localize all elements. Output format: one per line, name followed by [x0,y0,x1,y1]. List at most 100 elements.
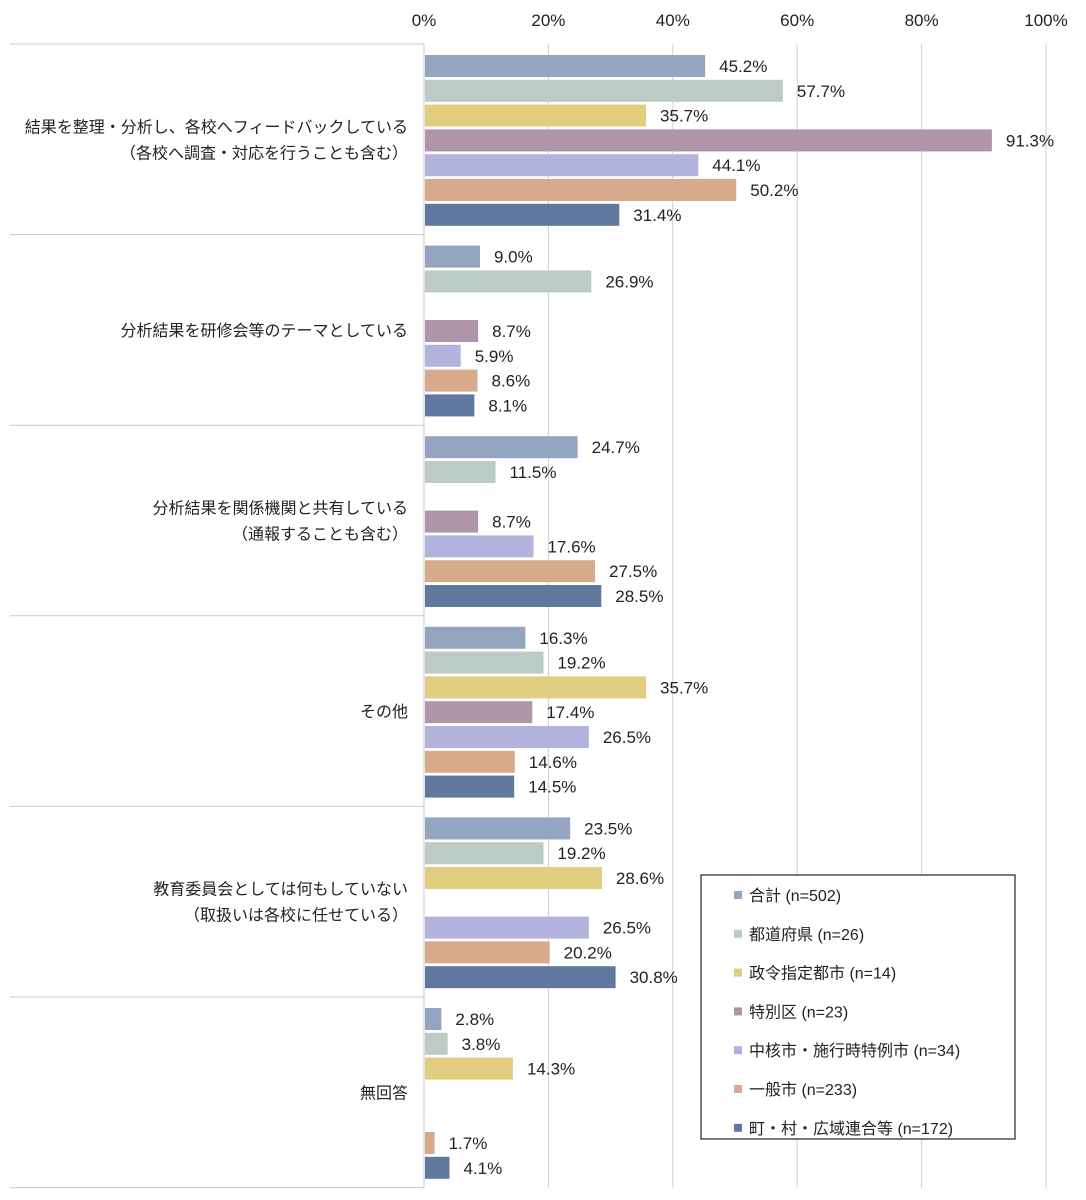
category-label: その他 [360,703,408,721]
data-label: 4.1% [464,1159,503,1178]
data-label: 17.6% [547,537,595,556]
legend-label: 一般市 (n=233) [749,1081,857,1099]
data-label: 26.5% [603,919,651,938]
data-label: 31.4% [633,206,681,225]
bar [425,701,533,724]
data-label: 17.4% [546,703,594,722]
data-label: 26.9% [605,272,653,291]
category-label: 分析結果を関係機関と共有している [152,500,408,518]
bar [425,270,592,293]
data-label: 45.2% [719,57,767,76]
bar [425,842,544,865]
data-label: 50.2% [750,181,798,200]
bar [425,320,479,342]
data-label: 26.5% [603,728,651,747]
data-label: 35.7% [660,678,708,697]
legend-label: 合計 (n=502) [749,887,841,905]
data-label: 35.7% [660,107,708,126]
bar [425,775,515,798]
legend-swatch [734,891,742,899]
bar [425,941,550,964]
bar [425,817,571,840]
category-label: （通報することも含む） [232,526,408,544]
bar [425,154,699,177]
bar [425,651,544,674]
bar [425,676,647,699]
bar [425,966,616,989]
bar [425,510,479,533]
data-label: 14.3% [527,1060,575,1079]
data-label: 28.5% [615,587,663,606]
category-label: 結果を整理・分析し、各校へフィードバックしている [25,118,408,136]
data-label: 91.3% [1006,131,1054,150]
data-label: 27.5% [609,562,657,581]
legend-label: 中核市・施行時特例市 (n=34) [749,1042,960,1060]
category-label: 教育委員会としては何もしていない [153,881,408,899]
data-label: 24.7% [592,438,640,457]
data-label: 19.2% [557,844,605,863]
bar [425,535,534,558]
x-tick-label: 20% [531,11,565,30]
bar [425,626,526,649]
bar [425,867,602,889]
bar [425,1156,450,1179]
bar [425,203,620,226]
data-label: 30.8% [630,968,678,987]
bar [425,129,992,152]
bar [425,1057,513,1080]
bar [425,916,589,939]
data-label: 14.5% [528,778,576,797]
bar [425,585,602,607]
bar [425,79,783,102]
legend-label: 町・村・広域連合等 (n=172) [749,1120,953,1138]
legend-swatch [734,1123,742,1132]
legend-swatch [734,929,742,938]
bar [425,560,596,583]
legend-swatch [734,968,742,977]
x-tick-label: 60% [780,11,814,30]
data-label: 11.5% [510,463,557,482]
legend-box [700,874,1016,1140]
data-label: 57.7% [797,82,845,101]
bar [425,461,496,483]
category-label: （各校へ調査・対応を行うことも含む） [120,144,408,162]
legend-label: 都道府県 (n=26) [749,926,864,944]
data-label: 16.3% [539,629,587,648]
bar [425,750,515,773]
data-label: 44.1% [712,156,760,175]
bar [425,394,475,417]
category-label: 分析結果を研修会等のテーマとしている [120,322,408,340]
bar [425,1032,448,1055]
legend-swatch [734,1046,742,1055]
bar [425,436,578,459]
bar [425,1132,435,1154]
bar [425,245,480,268]
legend-swatch [734,1085,742,1093]
data-label: 23.5% [584,819,632,838]
data-label: 5.9% [475,347,514,366]
data-label: 8.1% [488,396,527,415]
bar [425,344,461,367]
bar [425,104,647,127]
data-label: 28.6% [616,869,664,888]
bar [425,1008,442,1030]
bar [425,369,478,392]
bar [425,179,737,201]
legend-label: 政令指定都市 (n=14) [749,965,896,983]
data-label: 2.8% [455,1010,494,1029]
bar [425,726,589,748]
category-label: （取扱いは各校に任せている） [184,907,408,925]
data-label: 8.7% [492,513,531,532]
legend-swatch [734,1007,742,1016]
x-tick-label: 40% [656,11,690,30]
data-label: 20.2% [564,943,612,962]
data-label: 8.7% [492,322,531,341]
data-label: 8.6% [491,372,530,391]
legend-label: 特別区 (n=23) [749,1003,848,1021]
x-tick-label: 0% [412,11,437,30]
bar [425,55,706,77]
data-label: 14.6% [529,753,577,772]
data-label: 19.2% [557,654,605,673]
category-label: 無回答 [360,1084,408,1102]
